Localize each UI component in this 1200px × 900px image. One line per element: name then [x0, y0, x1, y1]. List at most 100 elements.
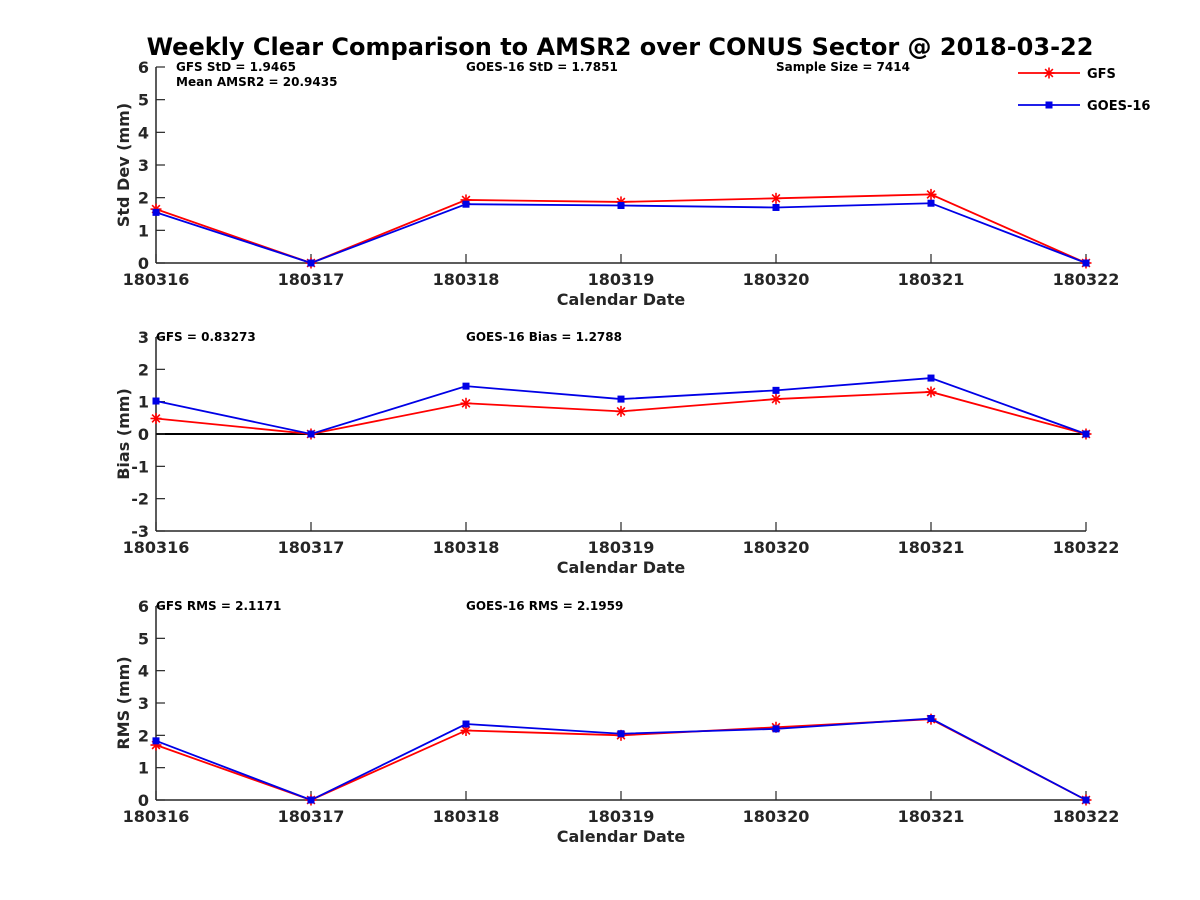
- x-tick-label: 180317: [278, 538, 345, 557]
- data-point: [770, 393, 782, 405]
- x-tick-label: 180322: [1053, 270, 1120, 289]
- x-tick-label: 180318: [433, 807, 500, 826]
- stat-annotation: GFS RMS = 2.1171: [156, 599, 281, 613]
- series-goes-16: [152, 715, 1090, 804]
- y-tick-label: 3: [138, 694, 149, 713]
- x-tick-label: 180321: [898, 538, 965, 557]
- data-point: [307, 430, 315, 438]
- y-tick-label: 6: [138, 58, 149, 77]
- y-tick-label: 1: [138, 393, 149, 412]
- x-tick-label: 180316: [123, 538, 190, 557]
- y-tick-label: -1: [131, 457, 149, 476]
- y-tick-label: 0: [138, 254, 149, 273]
- y-tick-label: 3: [138, 328, 149, 347]
- legend-label: GFS: [1087, 67, 1116, 82]
- data-point: [927, 715, 935, 723]
- data-point: [925, 386, 937, 398]
- y-tick-label: 4: [138, 123, 149, 142]
- y-tick-label: 4: [138, 662, 149, 681]
- data-point: [617, 730, 625, 738]
- legend-item-goes-16: GOES-16: [1018, 99, 1150, 114]
- data-point: [1082, 796, 1090, 804]
- stat-annotation: GOES-16 RMS = 2.1959: [466, 599, 623, 613]
- legend-item-gfs: GFS: [1018, 67, 1116, 82]
- data-point: [617, 395, 625, 403]
- x-tick-label: 180317: [278, 807, 345, 826]
- data-point: [152, 397, 160, 405]
- y-axis-label: RMS (mm): [114, 656, 133, 749]
- data-point: [1082, 430, 1090, 438]
- x-tick-label: 180322: [1053, 807, 1120, 826]
- x-tick-label: 180316: [123, 270, 190, 289]
- stat-annotation: Mean AMSR2 = 20.9435: [176, 75, 337, 89]
- x-tick-label: 180318: [433, 538, 500, 557]
- data-point: [150, 412, 162, 424]
- y-tick-label: 6: [138, 597, 149, 616]
- x-tick-label: 180317: [278, 270, 345, 289]
- data-point: [927, 374, 935, 382]
- stat-annotation: GFS = 0.83273: [156, 330, 256, 344]
- x-tick-label: 180320: [743, 807, 810, 826]
- data-point: [617, 202, 625, 210]
- y-tick-label: 0: [138, 425, 149, 444]
- series-goes-16: [152, 374, 1090, 438]
- series-goes-16: [152, 199, 1090, 267]
- x-axis-label: Calendar Date: [557, 827, 686, 846]
- panel-3: 180316 180317 180318 180319 180320 180321 1803…: [114, 597, 1119, 846]
- y-tick-label: 2: [138, 360, 149, 379]
- data-point: [462, 382, 470, 390]
- data-point: [152, 737, 160, 745]
- data-point: [927, 199, 935, 207]
- stat-annotation: GOES-16 Bias = 1.2788: [466, 330, 622, 344]
- y-tick-label: 1: [138, 221, 149, 240]
- data-point: [772, 203, 780, 211]
- data-point: [615, 405, 627, 417]
- x-tick-label: 180318: [433, 270, 500, 289]
- x-axis-label: Calendar Date: [557, 558, 686, 577]
- y-tick-label: 2: [138, 726, 149, 745]
- y-tick-label: 1: [138, 759, 149, 778]
- data-point: [152, 208, 160, 216]
- y-tick-label: 3: [138, 156, 149, 175]
- x-tick-label: 180320: [743, 270, 810, 289]
- legend: GFS GOES-16: [1018, 67, 1150, 114]
- y-axis-label: Bias (mm): [114, 388, 133, 480]
- x-tick-label: 180321: [898, 270, 965, 289]
- data-point: [772, 386, 780, 394]
- panel-1: 180316 180317 180318 180319 180320 180321 1803…: [114, 58, 1119, 309]
- data-point: [460, 397, 472, 409]
- y-tick-label: 2: [138, 189, 149, 208]
- data-point: [307, 259, 315, 267]
- y-tick-label: 5: [138, 629, 149, 648]
- data-point: [462, 720, 470, 728]
- x-tick-label: 180316: [123, 807, 190, 826]
- x-tick-label: 180319: [588, 538, 655, 557]
- data-point: [462, 200, 470, 208]
- data-point: [307, 796, 315, 804]
- y-tick-label: 0: [138, 791, 149, 810]
- x-tick-label: 180320: [743, 538, 810, 557]
- y-axis-label: Std Dev (mm): [114, 103, 133, 227]
- stat-annotation: GFS StD = 1.9465: [176, 60, 296, 74]
- series-gfs: [150, 386, 1092, 440]
- x-tick-label: 180319: [588, 807, 655, 826]
- legend-marker: [1043, 67, 1055, 79]
- data-point: [772, 725, 780, 733]
- legend-marker: [1045, 101, 1053, 109]
- y-tick-label: 5: [138, 91, 149, 110]
- panel-2: 180316 180317 180318 180319 180320 180321 1803…: [114, 328, 1119, 577]
- stat-annotation: Sample Size = 7414: [776, 60, 910, 74]
- x-axis-label: Calendar Date: [557, 290, 686, 309]
- x-tick-label: 180321: [898, 807, 965, 826]
- y-tick-label: -2: [131, 490, 149, 509]
- y-tick-label: -3: [131, 522, 149, 541]
- x-tick-label: 180319: [588, 270, 655, 289]
- chart-title: Weekly Clear Comparison to AMSR2 over CO…: [147, 33, 1094, 61]
- x-tick-label: 180322: [1053, 538, 1120, 557]
- stat-annotation: GOES-16 StD = 1.7851: [466, 60, 618, 74]
- data-point: [1082, 259, 1090, 267]
- data-point: [925, 188, 937, 200]
- legend-label: GOES-16: [1087, 99, 1150, 114]
- data-point: [770, 192, 782, 204]
